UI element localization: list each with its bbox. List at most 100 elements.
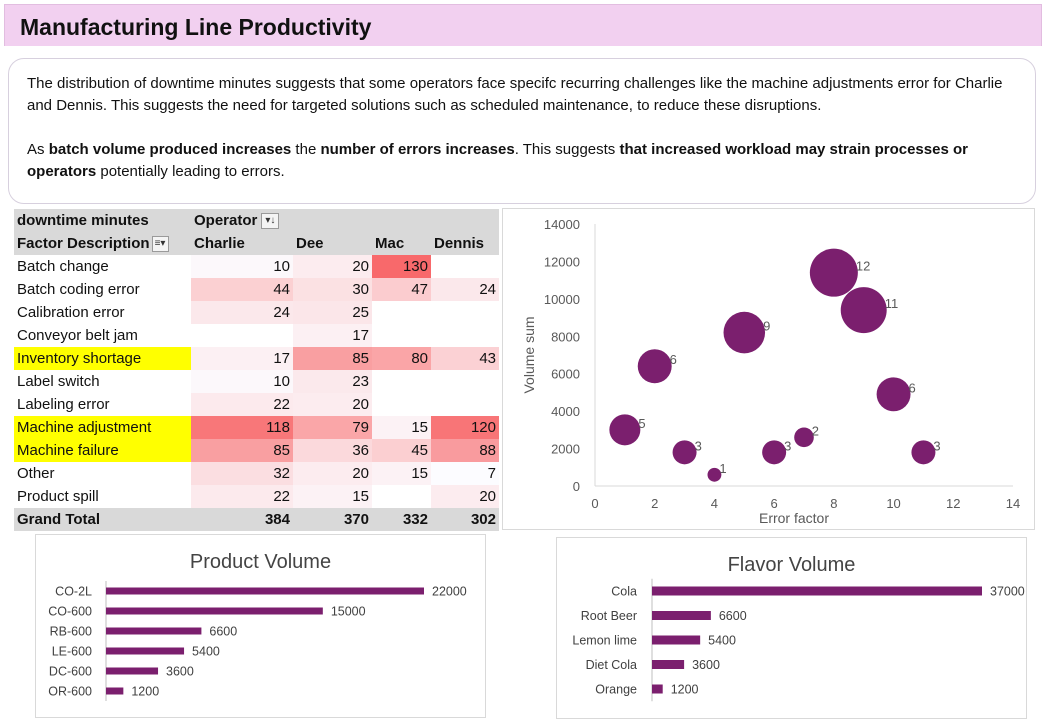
pivot-header-row-2: Factor Description ≡▾ Charlie Dee Mac Den… [14,232,499,255]
category-label: RB-600 [50,625,92,639]
downtime-value-cell[interactable]: 24 [191,301,293,324]
pivot-row: Batch change 10 20 130 [14,255,499,278]
factor-label[interactable]: Label switch [17,373,100,390]
downtime-value-cell[interactable] [372,393,431,416]
grand-total-value[interactable]: 370 [343,511,369,528]
downtime-value-cell[interactable]: 10 [191,370,293,393]
downtime-value-cell[interactable] [431,370,499,393]
factor-label[interactable]: Labeling error [17,396,110,413]
grand-total-value[interactable]: 332 [402,511,428,528]
downtime-value-cell[interactable]: 79 [293,416,372,439]
downtime-value-cell[interactable]: 15 [372,462,431,485]
downtime-value-cell[interactable]: 130 [372,255,431,278]
downtime-value-cell[interactable] [431,393,499,416]
downtime-value-cell[interactable]: 23 [293,370,372,393]
factor-label[interactable]: Conveyor belt jam [17,327,138,344]
downtime-value-cell[interactable]: 36 [293,439,372,462]
y-tick-label: 4000 [551,404,580,419]
downtime-value-cell[interactable] [372,370,431,393]
downtime-value-cell[interactable] [431,324,499,347]
insight-bold: batch volume produced increases [48,141,292,158]
pivot-table[interactable]: downtime minutes Operator ▾↓ Factor Descr… [14,209,499,531]
insight-bold: number of errors increases [320,141,515,158]
flavor-volume-chart[interactable]: Flavor Volume Cola 37000 Root Beer 6600 Lemo… [556,537,1027,719]
x-tick-label: 0 [591,496,598,511]
insight-bold: that increased workload may strain proce… [27,141,968,180]
downtime-value-cell[interactable]: 24 [431,278,499,301]
header-spacer [311,209,499,232]
insight-text-box[interactable]: The distribution of downtime minutes sug… [8,58,1036,204]
insight-text: . This suggests [514,141,620,158]
factor-label[interactable]: Machine adjustment [14,416,191,439]
data-label: 5400 [708,634,736,648]
insight-text: potentially leading to errors. [96,163,285,180]
downtime-value-cell[interactable] [372,485,431,508]
data-label: 15000 [331,605,366,619]
downtime-value-cell[interactable]: 15 [372,416,431,439]
product-volume-chart[interactable]: Product Volume CO-2L 22000 CO-600 15000 RB-6… [35,534,486,718]
downtime-value-cell[interactable]: 85 [293,347,372,370]
x-tick-label: 6 [771,496,778,511]
downtime-value-cell[interactable]: 120 [431,416,499,439]
factor-label[interactable]: Other [17,465,55,482]
factor-label[interactable]: Inventory shortage [14,347,191,370]
downtime-value-cell[interactable]: 47 [372,278,431,301]
downtime-value-cell[interactable] [372,324,431,347]
bubble-label: 3 [784,438,791,453]
downtime-value-cell[interactable]: 45 [372,439,431,462]
downtime-value-cell[interactable]: 43 [431,347,499,370]
grand-total-value[interactable]: 384 [264,511,290,528]
bubble-label: 11 [885,296,899,311]
downtime-value-cell[interactable]: 25 [293,301,372,324]
downtime-value-cell[interactable] [372,301,431,324]
downtime-value-cell[interactable]: 17 [293,324,372,347]
downtime-value-cell[interactable]: 17 [191,347,293,370]
downtime-value-cell[interactable]: 80 [372,347,431,370]
pivot-row: Inventory shortage 17 85 80 43 [14,347,499,370]
downtime-value-cell[interactable]: 20 [293,393,372,416]
category-label: CO-2L [55,585,92,599]
downtime-value-cell[interactable]: 118 [191,416,293,439]
factor-label[interactable]: Calibration error [17,304,125,321]
downtime-value-cell[interactable]: 15 [293,485,372,508]
downtime-value-cell[interactable] [191,324,293,347]
row-filter-dropdown-icon[interactable]: ≡▾ [151,236,169,253]
downtime-value-cell[interactable] [431,301,499,324]
downtime-value-cell[interactable]: 20 [293,462,372,485]
factor-label[interactable]: Batch change [17,258,109,275]
bar [106,607,323,615]
downtime-value-cell[interactable]: 32 [191,462,293,485]
downtime-value-cell[interactable]: 88 [431,439,499,462]
downtime-value-cell[interactable]: 85 [191,439,293,462]
values-field-label[interactable]: downtime minutes [17,212,149,229]
downtime-value-cell[interactable]: 10 [191,255,293,278]
grand-total-value[interactable]: 302 [470,511,496,528]
operator-header[interactable]: Charlie [194,235,245,252]
data-label: 3600 [166,665,194,679]
bubble [609,414,641,446]
downtime-value-cell[interactable] [431,255,499,278]
grand-total-label[interactable]: Grand Total [17,511,101,528]
pivot-row: Machine adjustment 118 79 15 120 [14,416,499,439]
downtime-value-cell[interactable]: 44 [191,278,293,301]
operator-header[interactable]: Dee [296,235,324,252]
downtime-value-cell[interactable]: 7 [431,462,499,485]
operator-header[interactable]: Dennis [434,235,485,252]
factor-label[interactable]: Product spill [17,488,99,505]
bubble-label: 6 [909,380,916,395]
operator-header[interactable]: Mac [375,235,405,252]
row-field-label[interactable]: Factor Description ≡▾ [14,232,191,255]
downtime-value-cell[interactable]: 20 [293,255,372,278]
downtime-value-cell[interactable]: 22 [191,485,293,508]
factor-label[interactable]: Batch coding error [17,281,140,298]
downtime-value-cell[interactable]: 22 [191,393,293,416]
row-field-name: Factor Description [17,235,150,252]
column-field-label[interactable]: Operator ▾↓ [191,209,311,232]
downtime-value-cell[interactable]: 30 [293,278,372,301]
column-filter-dropdown-icon[interactable]: ▾↓ [261,213,280,230]
bubble-chart[interactable]: 0 2 4 6 8 10 12 14 0 2000 4000 6000 8000 10000 12000 14… [502,208,1035,530]
downtime-value-cell[interactable]: 20 [431,485,499,508]
data-label: 22000 [432,585,467,599]
pivot-header-row-1: downtime minutes Operator ▾↓ [14,209,499,232]
factor-label[interactable]: Machine failure [14,439,191,462]
